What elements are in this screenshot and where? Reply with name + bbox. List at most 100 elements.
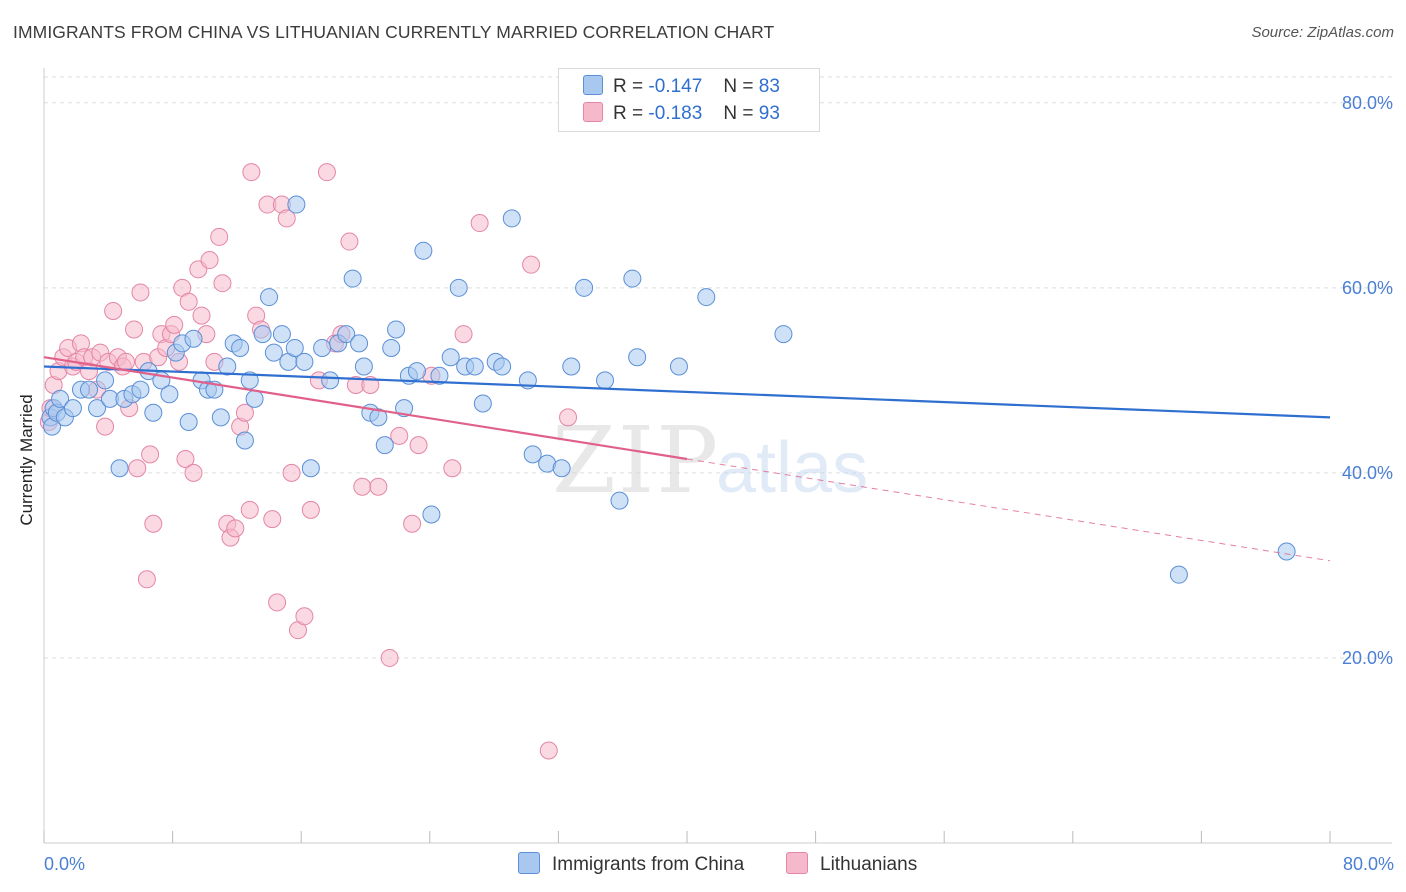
lithuanians-point — [277, 209, 296, 228]
china-point — [253, 325, 272, 344]
lithuanians-point — [390, 426, 409, 445]
bottom-legend-label-lithuanians: Lithuanians — [820, 854, 918, 875]
china-point — [131, 380, 150, 399]
china-point — [407, 362, 426, 381]
lithuanians-point — [179, 292, 198, 311]
china-point — [562, 357, 581, 376]
china-point — [375, 436, 394, 455]
lithuanians-point — [96, 417, 115, 436]
lithuanians-point — [128, 459, 147, 478]
china-point — [369, 408, 388, 427]
gridlines — [44, 76, 1392, 659]
lithuanians-point — [282, 463, 301, 482]
china-point — [610, 491, 629, 510]
china-point — [231, 338, 250, 357]
lithuanians-point — [200, 251, 219, 270]
china-point — [465, 357, 484, 376]
china-point — [321, 371, 340, 390]
china-point — [51, 389, 70, 408]
lithuanians-point — [454, 325, 473, 344]
china-trend-line — [43, 365, 1331, 419]
y-tick-label: 60.0% — [1342, 278, 1393, 298]
legend-swatch-lithuanians — [583, 102, 603, 122]
lithuanians-point — [539, 741, 558, 760]
lithuanians-point — [184, 463, 203, 482]
china-point — [272, 325, 291, 344]
china-point — [697, 288, 716, 307]
china-point — [395, 399, 414, 418]
watermark-atlas: atlas — [716, 428, 868, 508]
china-point — [245, 389, 264, 408]
legend-row-china: R = -0.147 N = 83 — [583, 75, 780, 99]
lithuanians-point — [295, 607, 314, 626]
legend-n-value-lithuanians: 93 — [758, 103, 780, 124]
china-point — [260, 288, 279, 307]
lithuanians-point — [361, 375, 380, 394]
lithuanians-point — [192, 306, 211, 325]
china-point — [235, 431, 254, 450]
lithuanians-point — [165, 315, 184, 334]
china-point — [110, 459, 129, 478]
lithuanians-point — [268, 593, 287, 612]
bottom-legend-label-china: Immigrants from China — [552, 854, 745, 875]
china-point — [493, 357, 512, 376]
china-point — [354, 357, 373, 376]
source-label: Source: ZipAtlas.com — [1251, 24, 1394, 41]
lithuanians-point — [301, 500, 320, 519]
china-point — [623, 269, 642, 288]
watermark: ZIP atlas — [552, 407, 868, 514]
china-point — [313, 338, 332, 357]
china-point — [63, 399, 82, 418]
legend-r-label: R = — [613, 76, 644, 97]
china-point — [430, 366, 449, 385]
bottom-legend-lithuanians: Lithuanians — [786, 852, 917, 876]
lithuanians-point — [380, 648, 399, 667]
china-point — [552, 459, 571, 478]
china-point — [343, 269, 362, 288]
china-point — [179, 412, 198, 431]
china-point — [295, 352, 314, 371]
trend-lines — [43, 356, 1331, 562]
lithuanians-point — [125, 320, 144, 339]
china-points — [41, 195, 1296, 584]
china-point — [422, 505, 441, 524]
china-point — [502, 209, 521, 228]
legend-r-value-lithuanians: -0.183 — [648, 103, 703, 124]
china-point — [211, 408, 230, 427]
china-point — [1277, 542, 1296, 561]
china-point — [382, 338, 401, 357]
lithuanians-point — [240, 500, 259, 519]
lithuanians-point — [226, 519, 245, 538]
lithuanians-point — [522, 255, 541, 274]
lithuanians-point — [409, 436, 428, 455]
legend-n-value-china: 83 — [758, 76, 780, 97]
china-point — [414, 241, 433, 260]
lithuanians-point — [137, 570, 156, 589]
legend-r-value-china: -0.147 — [648, 76, 703, 97]
lithuanians-point — [470, 214, 489, 233]
legend-r-label: R = — [613, 103, 644, 124]
legend: R = -0.147 N = 83 R = -0.183 N = 93 — [558, 68, 820, 132]
y-tick-label: 40.0% — [1342, 463, 1393, 483]
lithuanians-point — [131, 283, 150, 302]
lithuanians-point — [559, 408, 578, 427]
lithuanians-point — [263, 510, 282, 529]
china-point — [96, 371, 115, 390]
china-point — [449, 278, 468, 297]
china-point — [596, 371, 615, 390]
china-point — [523, 445, 542, 464]
lithuanians-point — [213, 274, 232, 293]
watermark-zip: ZIP — [552, 407, 720, 514]
china-point — [144, 403, 163, 422]
lithuanians-point — [353, 477, 372, 496]
china-point — [350, 334, 369, 353]
lithuanians-point — [104, 301, 123, 320]
lithuanians-point — [403, 514, 422, 533]
lithuanians-trend-extension — [686, 458, 1331, 562]
china-point — [575, 278, 594, 297]
china-point — [301, 459, 320, 478]
legend-n-label: N = — [723, 76, 754, 97]
china-point — [80, 380, 99, 399]
legend-swatch-china — [583, 75, 603, 95]
